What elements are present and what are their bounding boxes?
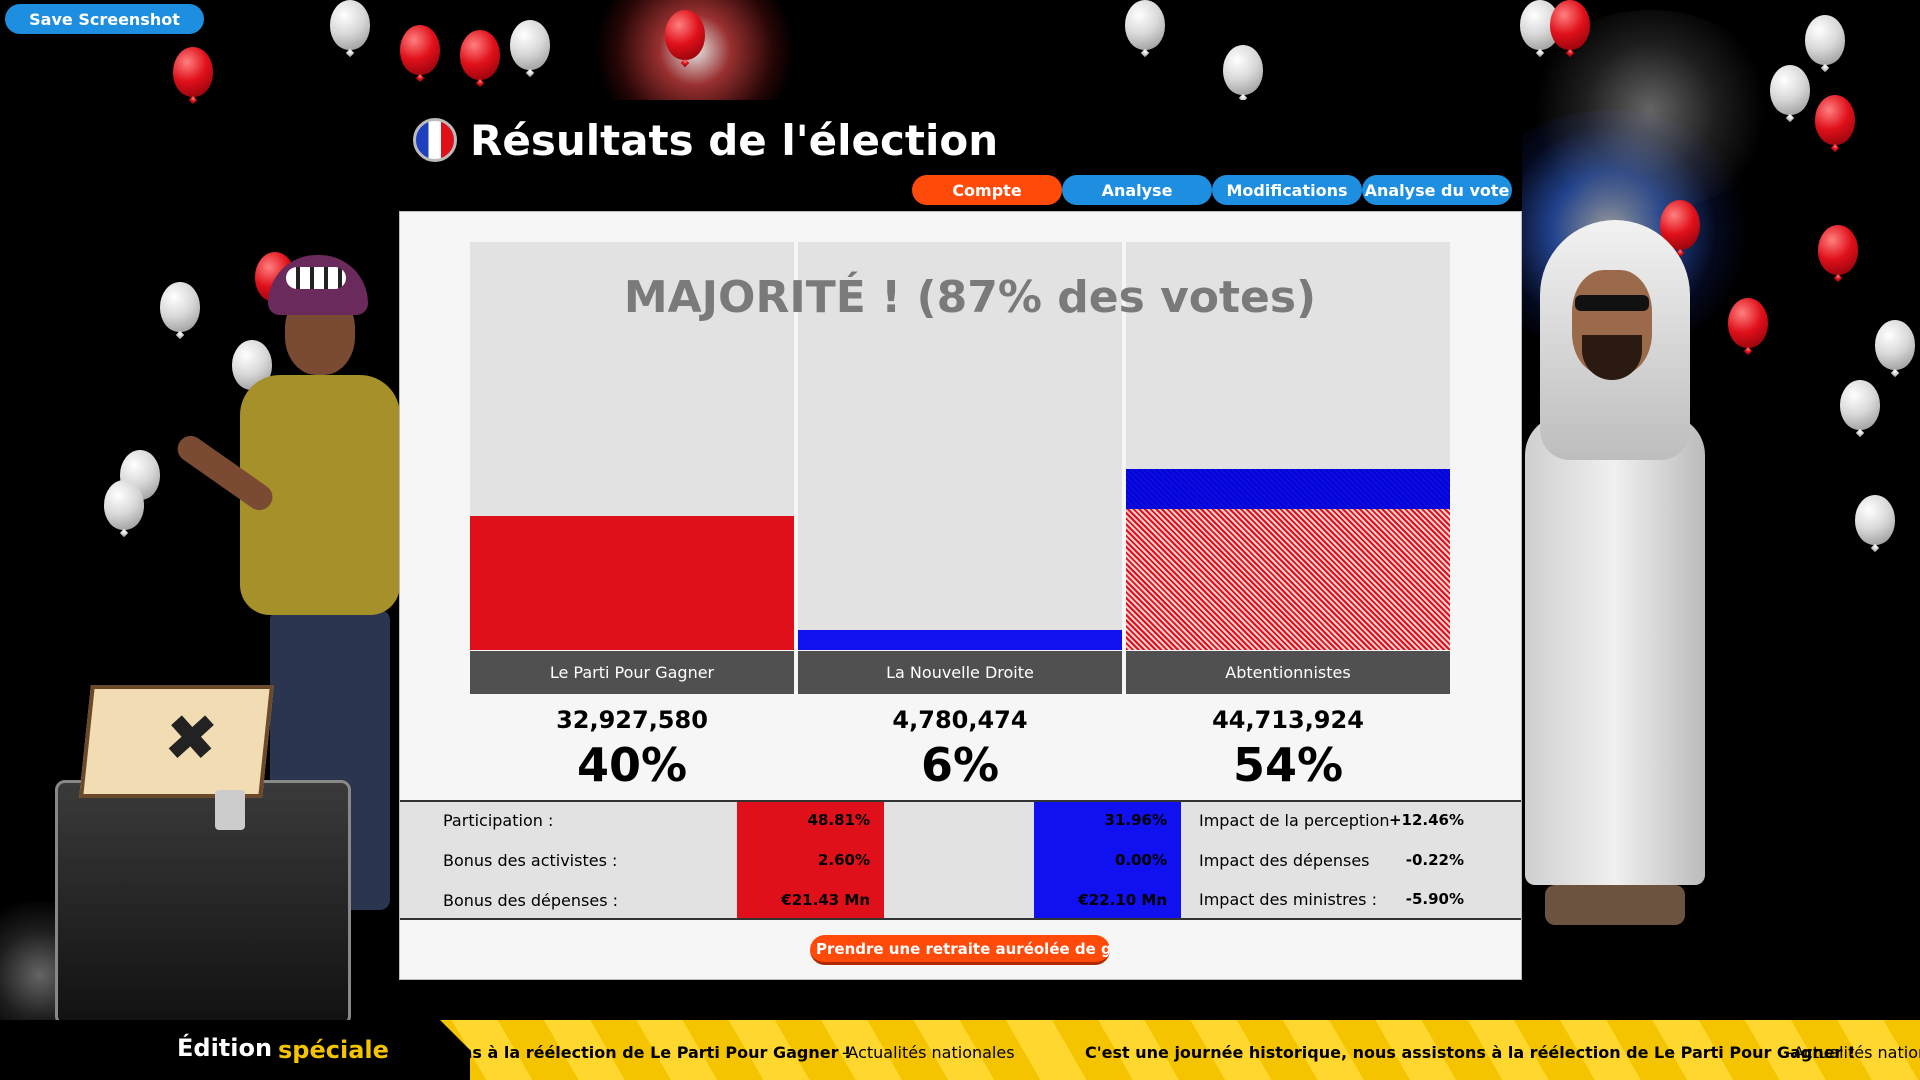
- balloon: [1815, 95, 1855, 145]
- result-bar: [470, 516, 794, 650]
- party-name-label: Abtentionnistes: [1126, 651, 1450, 694]
- balloon: [173, 47, 213, 97]
- lock-icon: [215, 790, 245, 830]
- stat-value: 31.96%: [1104, 811, 1167, 829]
- stats-band: [400, 800, 1521, 920]
- balloon: [160, 282, 200, 332]
- balloon: [1875, 320, 1915, 370]
- balloon: [510, 20, 550, 70]
- balloon: [400, 25, 440, 75]
- ticker-source: -Actualités nation: [1788, 1043, 1920, 1062]
- party-name-label: Le Parti Pour Gagner: [470, 651, 794, 694]
- ticker-brand-area: Édition spéciale: [0, 1020, 470, 1080]
- impact-value: +12.46%: [1388, 811, 1464, 829]
- stat-value: 0.00%: [1114, 851, 1167, 869]
- impact-label-ministers: Impact des ministres :: [1199, 890, 1377, 909]
- vote-count: 44,713,924: [1212, 706, 1364, 734]
- balloon: [330, 0, 370, 50]
- page-title: Résultats de l'élection: [470, 116, 999, 165]
- impact-value: -5.90%: [1405, 890, 1464, 908]
- stats-column-blue: 31.96% 0.00% €22.10 Mn: [1034, 802, 1181, 918]
- vote-count: 4,780,474: [892, 706, 1028, 734]
- party-name-label: La Nouvelle Droite: [798, 651, 1122, 694]
- tab-analyse[interactable]: Analyse: [1062, 175, 1212, 205]
- balloon: [1550, 0, 1590, 50]
- ticker-stripe: [440, 1020, 1920, 1080]
- balloon: [1223, 45, 1263, 95]
- ticker-headline: ons à la réélection de Le Parti Pour Gag…: [450, 1043, 852, 1062]
- rival-man-figure: [1520, 215, 1705, 935]
- balloon: [1125, 0, 1165, 50]
- vote-count: 32,927,580: [556, 706, 708, 734]
- balloon: [665, 10, 705, 60]
- impact-label-spending: Impact des dépenses: [1199, 851, 1370, 870]
- balloon: [460, 30, 500, 80]
- balloon: [1770, 65, 1810, 115]
- ticker-brand-special: spéciale: [278, 1036, 389, 1064]
- ballot-x-mark-icon: ✖: [160, 702, 222, 776]
- france-flag-icon: [413, 118, 457, 162]
- ticker-source: -Actualités nationales: [842, 1043, 1015, 1062]
- impact-value: -0.22%: [1405, 851, 1464, 869]
- tab-modifications[interactable]: Modifications: [1212, 175, 1362, 205]
- stat-label-participation: Participation :: [443, 811, 554, 830]
- helmet-icon: [268, 255, 368, 315]
- save-screenshot-button[interactable]: Save Screenshot: [5, 4, 204, 34]
- result-bar: [798, 630, 1122, 650]
- abstainers-bar-red-part: [1126, 509, 1450, 650]
- sunglasses-icon: [1575, 295, 1649, 311]
- result-bar-column: [470, 242, 794, 650]
- ticker-item: C'est une journée historique, nous assis…: [1085, 1020, 1855, 1080]
- news-ticker: ons à la réélection de Le Parti Pour Gag…: [0, 1020, 1920, 1080]
- stat-value: €22.10 Mn: [1078, 891, 1167, 909]
- ballot-box: [55, 780, 351, 1026]
- balloon: [1728, 298, 1768, 348]
- vote-percent: 54%: [1232, 738, 1344, 792]
- stats-column-red: 48.81% 2.60% €21.43 Mn: [737, 802, 884, 918]
- result-bar-column: [1126, 242, 1450, 650]
- vote-percent: 40%: [576, 738, 688, 792]
- ticker-headline: C'est une journée historique, nous assis…: [1085, 1043, 1856, 1062]
- tab-analyse-du-vote[interactable]: Analyse du vote: [1362, 175, 1512, 205]
- balloon: [104, 480, 144, 530]
- stat-value: 2.60%: [817, 851, 870, 869]
- result-bar-stacked: [1126, 469, 1450, 650]
- balloon: [1818, 225, 1858, 275]
- stat-value: 48.81%: [807, 811, 870, 829]
- balloon: [1855, 495, 1895, 545]
- stat-label-activist-bonus: Bonus des activistes :: [443, 851, 618, 870]
- stat-label-spending-bonus: Bonus des dépenses :: [443, 891, 619, 910]
- balloon: [1805, 15, 1845, 65]
- tab-compte[interactable]: Compte: [912, 175, 1062, 205]
- ticker-item: ons à la réélection de Le Parti Pour Gag…: [450, 1020, 851, 1080]
- stat-value: €21.43 Mn: [781, 891, 870, 909]
- vote-percent: 6%: [920, 738, 1000, 792]
- retire-button[interactable]: Prendre une retraite auréolée de g...: [810, 935, 1110, 965]
- ballot-paper: ✖: [79, 685, 274, 798]
- abstainers-bar-blue-part: [1126, 469, 1450, 510]
- ticker-brand-edition: Édition: [177, 1034, 273, 1062]
- impact-label-perception: Impact de la perception: [1199, 811, 1390, 830]
- majority-banner: MAJORITÉ ! (87% des votes): [623, 272, 1317, 323]
- result-bar-column: [798, 242, 1122, 650]
- balloon: [1840, 380, 1880, 430]
